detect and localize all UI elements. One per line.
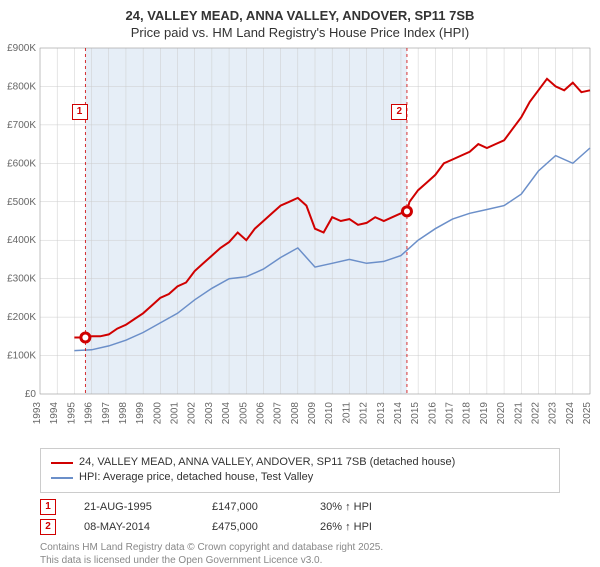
svg-text:2017: 2017: [445, 401, 456, 424]
marker-row: 1 21-AUG-1995 £147,000 30% ↑ HPI: [40, 499, 560, 515]
marker-row: 2 08-MAY-2014 £475,000 26% ↑ HPI: [40, 519, 560, 535]
svg-text:2014: 2014: [393, 401, 404, 424]
svg-text:£0: £0: [25, 389, 37, 400]
svg-text:2015: 2015: [410, 401, 421, 424]
svg-text:2004: 2004: [221, 401, 232, 424]
svg-text:1997: 1997: [101, 401, 112, 424]
svg-text:£600K: £600K: [7, 158, 36, 169]
footnote-line-1: Contains HM Land Registry data © Crown c…: [40, 541, 560, 554]
legend-label-2: HPI: Average price, detached house, Test…: [79, 470, 313, 485]
legend-swatch-1: [51, 462, 73, 464]
chart-title: 24, VALLEY MEAD, ANNA VALLEY, ANDOVER, S…: [0, 0, 600, 25]
legend-row-1: 24, VALLEY MEAD, ANNA VALLEY, ANDOVER, S…: [51, 455, 549, 470]
svg-text:1995: 1995: [66, 401, 77, 424]
marker-price: £475,000: [212, 521, 292, 533]
marker-badge: 1: [40, 499, 56, 515]
svg-text:1999: 1999: [135, 401, 146, 424]
svg-text:2021: 2021: [513, 401, 524, 424]
svg-text:£800K: £800K: [7, 81, 36, 92]
svg-text:2022: 2022: [530, 401, 541, 424]
svg-text:1998: 1998: [118, 401, 129, 424]
svg-text:1993: 1993: [32, 401, 43, 424]
marker-note: 30% ↑ HPI: [320, 501, 372, 513]
chart-svg: £0 £100K £200K £300K £400K £500K £600K £700K £80…: [0, 44, 600, 444]
chart-container: 24, VALLEY MEAD, ANNA VALLEY, ANDOVER, S…: [0, 0, 600, 560]
svg-text:2011: 2011: [341, 401, 352, 423]
svg-text:2005: 2005: [238, 401, 249, 424]
footnote: Contains HM Land Registry data © Crown c…: [40, 541, 560, 567]
svg-text:2016: 2016: [427, 401, 438, 424]
footnote-line-2: This data is licensed under the Open Gov…: [40, 554, 560, 567]
svg-text:£300K: £300K: [7, 274, 36, 285]
marker-date: 21-AUG-1995: [84, 501, 184, 513]
svg-text:2002: 2002: [187, 401, 198, 424]
svg-text:2007: 2007: [273, 401, 284, 424]
chart-subtitle: Price paid vs. HM Land Registry's House …: [0, 25, 600, 40]
marker-note: 26% ↑ HPI: [320, 521, 372, 533]
chart-marker-badge: 2: [391, 104, 407, 120]
svg-text:£400K: £400K: [7, 235, 36, 246]
legend: 24, VALLEY MEAD, ANNA VALLEY, ANDOVER, S…: [40, 448, 560, 493]
svg-text:£100K: £100K: [7, 350, 36, 361]
svg-text:£700K: £700K: [7, 120, 36, 131]
svg-text:£900K: £900K: [7, 44, 36, 54]
legend-swatch-2: [51, 477, 73, 479]
svg-text:£200K: £200K: [7, 312, 36, 323]
legend-label-1: 24, VALLEY MEAD, ANNA VALLEY, ANDOVER, S…: [79, 455, 455, 470]
svg-text:2013: 2013: [376, 401, 387, 424]
markers-table: 1 21-AUG-1995 £147,000 30% ↑ HPI 2 08-MAY-201…: [40, 499, 560, 535]
svg-text:2018: 2018: [462, 401, 473, 424]
svg-text:1996: 1996: [84, 401, 95, 424]
svg-text:2023: 2023: [548, 401, 559, 424]
svg-text:2020: 2020: [496, 401, 507, 424]
chart-marker-badge: 1: [72, 104, 88, 120]
svg-text:2000: 2000: [152, 401, 163, 424]
svg-text:2019: 2019: [479, 401, 490, 424]
svg-text:2008: 2008: [290, 401, 301, 424]
svg-text:2001: 2001: [170, 401, 181, 424]
marker-date: 08-MAY-2014: [84, 521, 184, 533]
chart-plot-area: £0 £100K £200K £300K £400K £500K £600K £700K £80…: [0, 44, 600, 444]
svg-text:£500K: £500K: [7, 197, 36, 208]
svg-text:2003: 2003: [204, 401, 215, 424]
svg-text:2010: 2010: [324, 401, 335, 424]
svg-text:2025: 2025: [582, 401, 593, 424]
svg-text:2006: 2006: [255, 401, 266, 424]
svg-text:1994: 1994: [49, 401, 60, 424]
marker-badge: 2: [40, 519, 56, 535]
svg-text:2009: 2009: [307, 401, 318, 424]
svg-text:2012: 2012: [359, 401, 370, 424]
svg-text:2024: 2024: [565, 401, 576, 424]
marker-price: £147,000: [212, 501, 292, 513]
legend-row-2: HPI: Average price, detached house, Test…: [51, 470, 549, 485]
